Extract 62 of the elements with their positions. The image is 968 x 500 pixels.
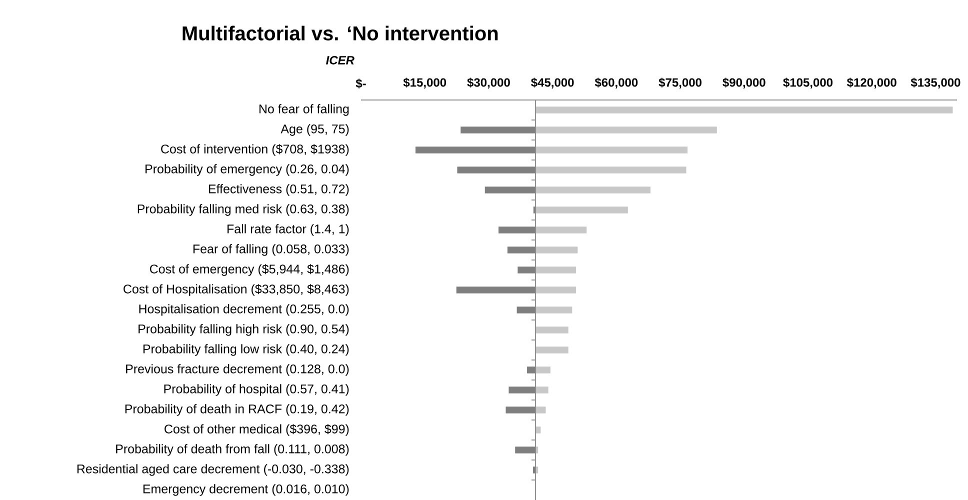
bar — [515, 446, 536, 454]
bar — [536, 166, 686, 174]
x-axis-title: ICER — [326, 56, 354, 64]
x-tick-label: $75,000 — [658, 78, 702, 88]
x-tick-label: $15,000 — [403, 78, 446, 88]
x-tick-label: $30,000 — [467, 78, 510, 88]
bar — [536, 226, 587, 234]
bar — [498, 226, 536, 234]
bar — [527, 366, 536, 374]
bar — [536, 146, 688, 154]
x-tick-label: $120,000 — [846, 78, 896, 88]
y-tick-label: Cost of emergency ($5,944, $1,486) — [150, 264, 349, 276]
bar — [536, 366, 550, 374]
bar — [516, 306, 536, 314]
y-tick-label: Age (95, 75) — [280, 124, 349, 136]
y-tick-label: Residential aged care decrement (-0.030, -0.338) — [77, 464, 349, 476]
y-tick-label: Probability falling low risk (0.40, 0.24) — [143, 344, 349, 356]
bar — [484, 186, 536, 194]
bar — [506, 406, 536, 414]
bar — [536, 286, 576, 294]
y-tick-label: Cost of Hospitalisation ($33,850, $8,463) — [124, 284, 349, 296]
chart-title: Multifactorial vs. ‘No intervention — [182, 26, 498, 40]
bar — [507, 246, 536, 254]
bar — [415, 146, 536, 154]
y-tick-label: Probability of emergency (0.26, 0.04) — [146, 164, 349, 176]
y-tick-label: Probability of death from fall (0.111, 0.008) — [116, 444, 349, 456]
bar — [536, 386, 548, 394]
bar — [536, 326, 568, 334]
y-tick-label: Emergency decrement (0.016, 0.010) — [143, 484, 349, 496]
bar — [460, 126, 536, 134]
bar — [456, 286, 536, 294]
x-tick-label: $45,000 — [531, 78, 574, 88]
y-tick-label: Probability of death in RACF (0.19, 0.42) — [125, 404, 349, 416]
bar — [536, 186, 650, 194]
bar — [508, 386, 536, 394]
bar — [536, 306, 572, 314]
y-tick-label: No fear of falling — [259, 104, 349, 116]
x-tick-label: $90,000 — [722, 78, 766, 88]
y-tick-label: Cost of intervention ($708, $1938) — [161, 144, 349, 156]
x-tick-label: $60,000 — [594, 78, 638, 88]
y-tick-label: Cost of other medical ($396, $99) — [164, 424, 349, 436]
y-tick-label: Fear of falling (0.058, 0.033) — [193, 244, 349, 256]
y-tick-label: Probability of hospital (0.57, 0.41) — [164, 384, 349, 396]
y-tick-label: Fall rate factor (1.4, 1) — [228, 224, 349, 236]
y-tick-label: Probability falling high risk (0.90, 0.54) — [138, 324, 349, 336]
bar — [457, 166, 536, 174]
y-tick-label: Previous fracture decrement (0.128, 0.0) — [126, 364, 349, 376]
y-tick-label: Effectiveness (0.51, 0.72) — [208, 184, 349, 196]
bar — [518, 266, 536, 274]
y-tick-label: Hospitalisation decrement (0.255, 0.0) — [139, 304, 349, 316]
bar — [536, 426, 541, 434]
x-tick-label: $135,000 — [910, 78, 960, 88]
bar — [536, 346, 568, 354]
x-tick-label: $- — [356, 78, 366, 88]
bar — [536, 126, 717, 134]
x-tick-label: $105,000 — [783, 78, 833, 88]
bar — [536, 266, 576, 274]
y-tick-label: Probability falling med risk (0.63, 0.38) — [138, 204, 349, 216]
bar — [536, 106, 953, 114]
bar — [536, 246, 578, 254]
bar — [536, 206, 628, 214]
bar — [536, 406, 546, 414]
